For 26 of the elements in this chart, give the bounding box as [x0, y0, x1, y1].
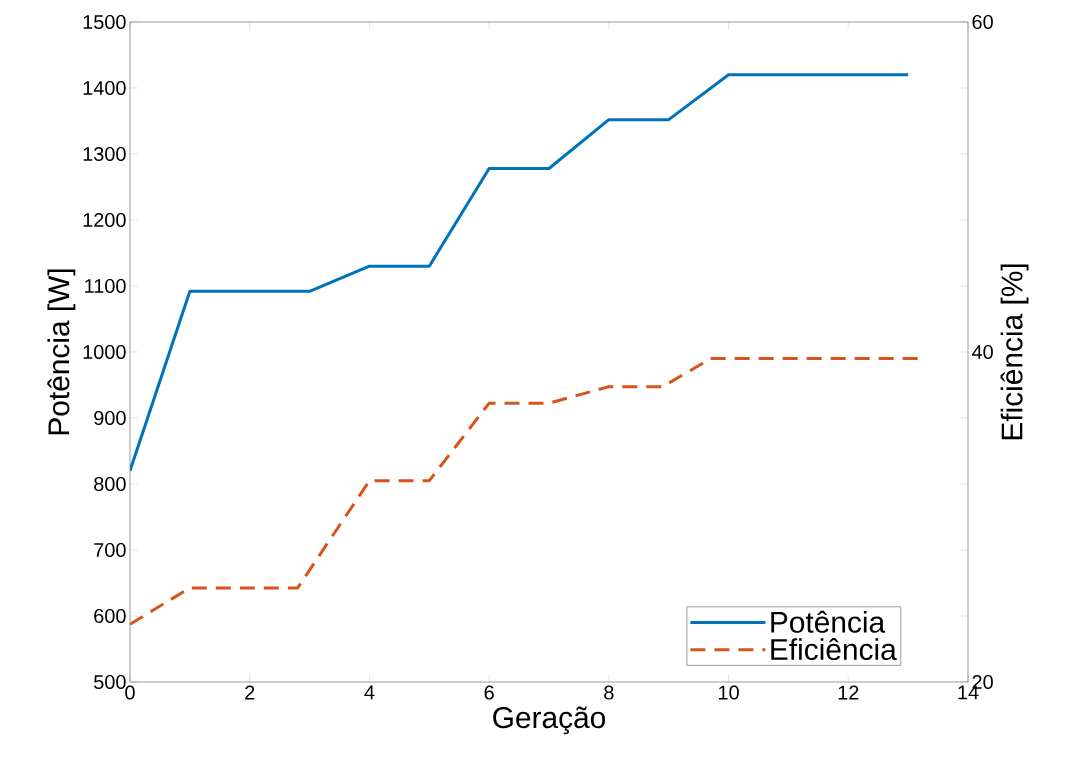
y-tick-label: 800 [94, 476, 126, 492]
y-tick-label: 900 [94, 410, 126, 426]
y-tick-label: 1300 [83, 146, 126, 162]
x-tick-label: 10 [719, 685, 739, 700]
y2-tick-label: 40 [971, 344, 993, 360]
x-tick-label: 4 [364, 685, 375, 700]
y-tick-label: 1500 [83, 14, 126, 30]
x-axis-title: Geração [493, 706, 606, 735]
y-tick-label: 500 [94, 674, 126, 690]
legend-label: Potência [771, 610, 886, 633]
y-tick-label: 600 [94, 608, 126, 624]
line-series [130, 73, 910, 473]
y2-tick-label: 60 [972, 14, 993, 30]
y2-axis-title: Eficiência [%] [1000, 264, 1029, 440]
y-tick-label: 1200 [83, 212, 126, 228]
y-tick-label: 1400 [83, 80, 126, 96]
y-tick-label: 1100 [85, 278, 126, 294]
y-tick-label: 700 [94, 542, 126, 558]
x-tick-label: 8 [604, 685, 614, 700]
y-axis-title: Potência [W] [47, 269, 76, 435]
legend-label: Eficiência [771, 638, 897, 661]
x-tick-label: 0 [125, 685, 135, 700]
y-tick-label: 1000 [83, 344, 126, 360]
x-tick-label: 6 [484, 685, 494, 700]
x-tick-label: 2 [245, 685, 255, 700]
x-tick-label: 12 [838, 685, 859, 700]
